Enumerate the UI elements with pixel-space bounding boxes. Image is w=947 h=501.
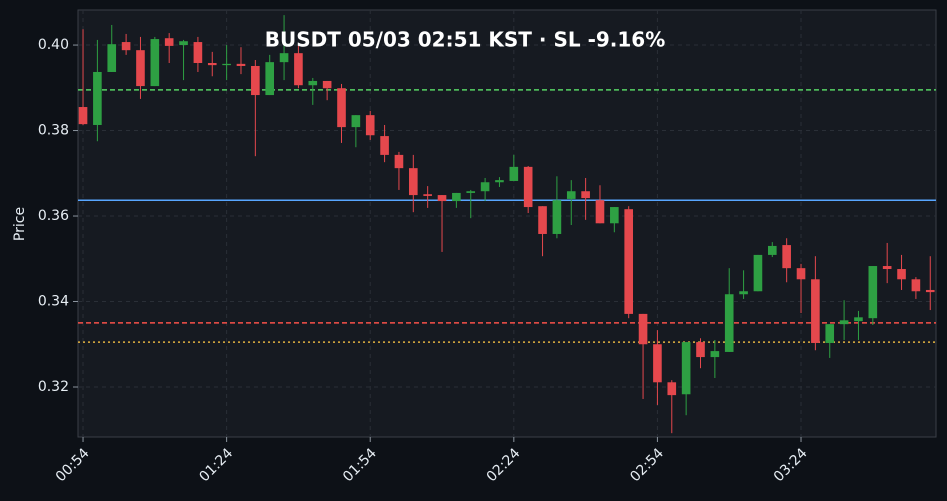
candle-body bbox=[351, 115, 361, 128]
candle-body bbox=[767, 245, 777, 255]
candle-body bbox=[681, 342, 691, 395]
candle-body bbox=[279, 53, 289, 63]
candle-body bbox=[825, 324, 835, 343]
candle-body bbox=[653, 344, 662, 383]
candle-body bbox=[452, 192, 461, 202]
chart-title: BUSDT 05/03 02:51 KST · SL -9.16% bbox=[265, 28, 666, 52]
candle-body bbox=[724, 294, 734, 352]
y-tick-label: 0.40 bbox=[38, 37, 69, 53]
candle-body bbox=[480, 182, 490, 192]
candle-body bbox=[925, 289, 935, 293]
y-axis-label: Price bbox=[12, 207, 28, 241]
candle-body bbox=[150, 39, 160, 87]
candle-body bbox=[164, 38, 174, 46]
candle-body bbox=[121, 42, 131, 51]
candle-body bbox=[796, 268, 806, 280]
candle-body bbox=[93, 71, 102, 125]
candle-body bbox=[78, 107, 88, 125]
candle-body bbox=[322, 80, 332, 89]
candle-body bbox=[265, 62, 275, 96]
candle-body bbox=[811, 279, 820, 343]
y-tick-label: 0.36 bbox=[38, 208, 69, 224]
candle-body bbox=[294, 53, 303, 86]
candle-body bbox=[739, 291, 748, 295]
candle-body bbox=[394, 154, 404, 169]
candle-body bbox=[495, 180, 504, 183]
candle-body bbox=[667, 382, 677, 396]
candle-body bbox=[380, 136, 389, 155]
candle-body bbox=[839, 320, 849, 325]
candle-body bbox=[523, 166, 533, 208]
candle-body bbox=[437, 195, 447, 202]
candle-body bbox=[222, 63, 231, 66]
candle-body bbox=[897, 269, 906, 280]
candle-body bbox=[538, 206, 547, 234]
candle-body bbox=[753, 254, 763, 292]
candle-body bbox=[136, 50, 145, 87]
candle-body bbox=[854, 317, 863, 322]
y-tick-label: 0.34 bbox=[38, 294, 69, 310]
candle-body bbox=[251, 65, 260, 96]
candle-body bbox=[193, 42, 203, 64]
plot-area bbox=[77, 9, 937, 438]
candle-body bbox=[236, 63, 246, 66]
candle-body bbox=[466, 191, 476, 193]
candle-body bbox=[566, 191, 576, 199]
candle-body bbox=[552, 200, 562, 234]
candle-body bbox=[365, 115, 375, 136]
candle-body bbox=[207, 63, 217, 66]
candle-body bbox=[581, 191, 590, 199]
candle-body bbox=[308, 80, 318, 86]
y-tick-label: 0.32 bbox=[38, 379, 69, 395]
candle-body bbox=[179, 41, 188, 46]
candle-body bbox=[624, 209, 634, 314]
candle-body bbox=[509, 166, 519, 181]
candle-body bbox=[868, 266, 878, 319]
candle-body bbox=[911, 279, 921, 292]
candle-body bbox=[710, 351, 720, 358]
candle-body bbox=[337, 88, 346, 128]
candle-body bbox=[782, 245, 791, 269]
candle-body bbox=[638, 313, 648, 345]
y-tick-label: 0.38 bbox=[38, 123, 69, 139]
candle-body bbox=[423, 194, 432, 196]
candle-body bbox=[610, 207, 619, 224]
candle-body bbox=[595, 200, 605, 224]
candle-body bbox=[696, 342, 705, 358]
candle-body bbox=[408, 168, 418, 196]
candle-body bbox=[882, 266, 892, 270]
candle-body bbox=[107, 44, 117, 72]
